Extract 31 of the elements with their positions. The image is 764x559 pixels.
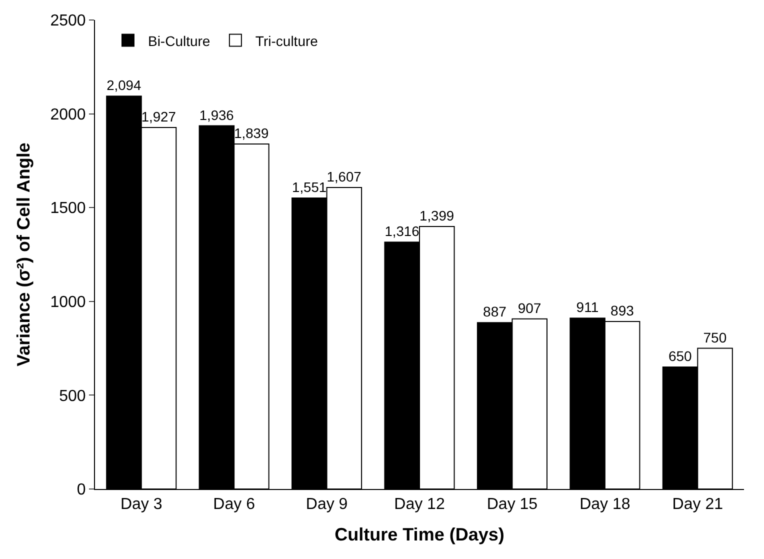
y-tick-label: 0 <box>76 482 86 499</box>
data-label: 893 <box>610 302 634 318</box>
legend-label: Bi-Culture <box>148 32 210 49</box>
data-label: 1,399 <box>420 208 454 224</box>
x-tick-label: Day 3 <box>120 496 162 514</box>
x-tick-label: Day 15 <box>486 496 538 514</box>
data-label: 1,607 <box>326 170 362 185</box>
data-label: 1,316 <box>384 223 420 240</box>
data-label: 2,094 <box>106 77 142 94</box>
y-tick-label: 2000 <box>50 106 86 124</box>
x-tick-label: Day 12 <box>394 496 445 514</box>
x-tick-label: Day 6 <box>213 496 256 514</box>
data-label: 1,927 <box>141 108 176 125</box>
data-label: 907 <box>518 300 542 316</box>
x-tick-label: Day 9 <box>306 496 348 514</box>
y-axis-title: Variance (σ²) of Cell Angle <box>13 142 34 366</box>
data-label: 650 <box>668 348 692 364</box>
x-tick-label: Day 18 <box>580 496 630 514</box>
y-tick-label: 1500 <box>50 200 86 218</box>
data-label: 1,936 <box>199 106 234 123</box>
y-tick-label: 1000 <box>50 294 86 311</box>
x-axis-title: Culture Time (Days) <box>334 524 504 544</box>
data-label: 911 <box>576 299 599 316</box>
data-label: 1,551 <box>292 179 327 196</box>
data-label: 1,839 <box>234 125 269 142</box>
data-label: 750 <box>703 329 727 346</box>
y-tick-label: 2500 <box>50 12 86 30</box>
y-tick-label: 500 <box>59 388 86 405</box>
data-label: 887 <box>483 304 507 320</box>
x-tick-label: Day 21 <box>672 496 724 514</box>
legend-label: Tri-culture <box>255 32 318 49</box>
